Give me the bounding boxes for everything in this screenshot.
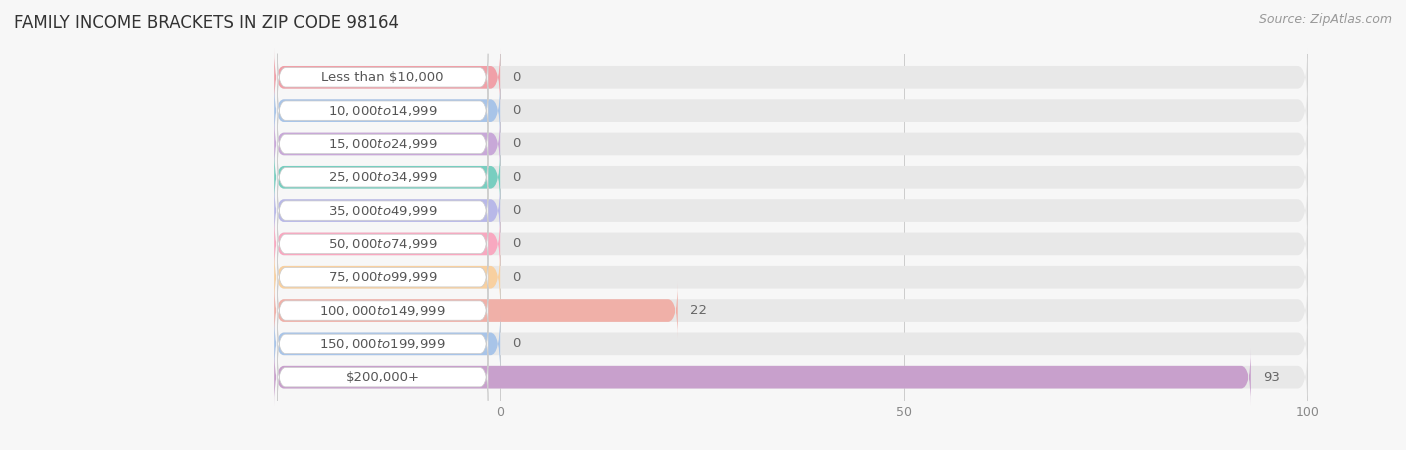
FancyBboxPatch shape — [274, 348, 1251, 406]
Text: $35,000 to $49,999: $35,000 to $49,999 — [328, 203, 437, 218]
Text: 22: 22 — [690, 304, 707, 317]
Text: 0: 0 — [512, 71, 520, 84]
FancyBboxPatch shape — [274, 148, 1308, 206]
Text: 0: 0 — [512, 137, 520, 150]
FancyBboxPatch shape — [274, 248, 501, 306]
FancyBboxPatch shape — [277, 354, 488, 401]
FancyBboxPatch shape — [274, 115, 501, 173]
FancyBboxPatch shape — [277, 54, 488, 101]
Text: $50,000 to $74,999: $50,000 to $74,999 — [328, 237, 437, 251]
FancyBboxPatch shape — [274, 282, 678, 339]
FancyBboxPatch shape — [274, 248, 1308, 306]
Text: $200,000+: $200,000+ — [346, 371, 420, 384]
Text: $15,000 to $24,999: $15,000 to $24,999 — [328, 137, 437, 151]
FancyBboxPatch shape — [274, 148, 501, 206]
Text: 0: 0 — [512, 338, 520, 351]
Text: 0: 0 — [512, 204, 520, 217]
FancyBboxPatch shape — [277, 220, 488, 268]
FancyBboxPatch shape — [274, 82, 1308, 140]
FancyBboxPatch shape — [274, 115, 1308, 173]
FancyBboxPatch shape — [277, 120, 488, 167]
FancyBboxPatch shape — [274, 49, 501, 106]
Text: FAMILY INCOME BRACKETS IN ZIP CODE 98164: FAMILY INCOME BRACKETS IN ZIP CODE 98164 — [14, 14, 399, 32]
Text: $75,000 to $99,999: $75,000 to $99,999 — [328, 270, 437, 284]
FancyBboxPatch shape — [277, 287, 488, 334]
FancyBboxPatch shape — [274, 282, 1308, 339]
FancyBboxPatch shape — [274, 315, 1308, 373]
FancyBboxPatch shape — [277, 253, 488, 301]
FancyBboxPatch shape — [274, 215, 501, 273]
FancyBboxPatch shape — [277, 153, 488, 201]
Text: $25,000 to $34,999: $25,000 to $34,999 — [328, 170, 437, 184]
Text: $10,000 to $14,999: $10,000 to $14,999 — [328, 104, 437, 117]
Text: $150,000 to $199,999: $150,000 to $199,999 — [319, 337, 446, 351]
Text: 93: 93 — [1263, 371, 1279, 384]
FancyBboxPatch shape — [274, 182, 501, 239]
Text: 0: 0 — [512, 271, 520, 284]
Text: 0: 0 — [512, 104, 520, 117]
FancyBboxPatch shape — [274, 49, 1308, 106]
FancyBboxPatch shape — [277, 87, 488, 134]
FancyBboxPatch shape — [274, 215, 1308, 273]
Text: Less than $10,000: Less than $10,000 — [322, 71, 444, 84]
FancyBboxPatch shape — [277, 187, 488, 234]
Text: 0: 0 — [512, 238, 520, 250]
Text: 0: 0 — [512, 171, 520, 184]
FancyBboxPatch shape — [277, 320, 488, 368]
FancyBboxPatch shape — [274, 82, 501, 140]
FancyBboxPatch shape — [274, 315, 501, 373]
FancyBboxPatch shape — [274, 182, 1308, 239]
Text: $100,000 to $149,999: $100,000 to $149,999 — [319, 304, 446, 318]
Text: Source: ZipAtlas.com: Source: ZipAtlas.com — [1258, 14, 1392, 27]
FancyBboxPatch shape — [274, 348, 1308, 406]
